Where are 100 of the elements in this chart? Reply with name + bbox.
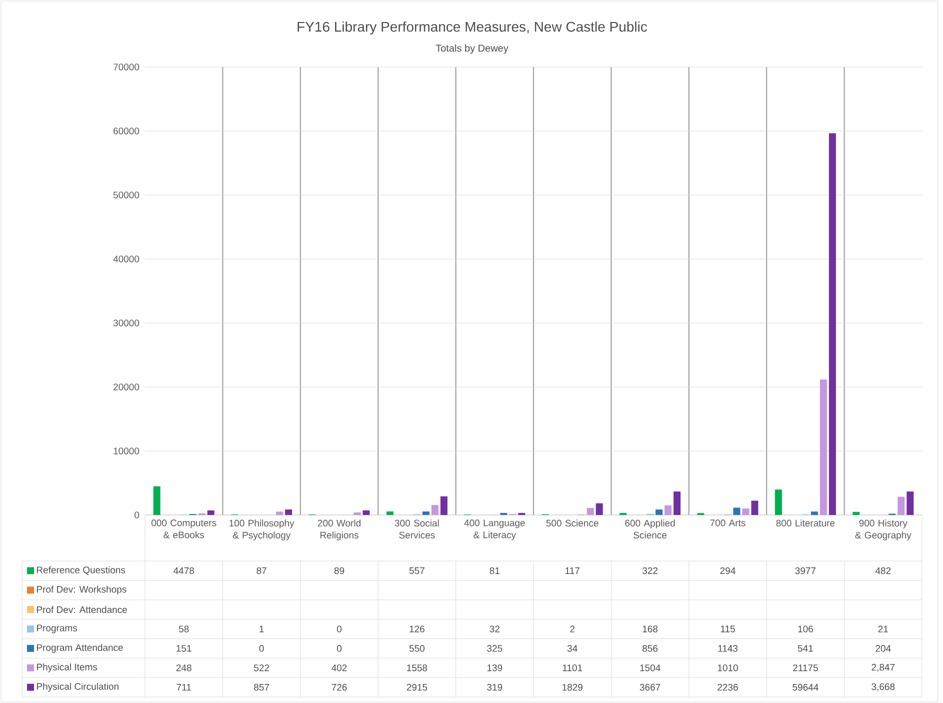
bar [906, 492, 914, 515]
data-label: 34 [567, 645, 578, 652]
bar [828, 133, 836, 515]
data-label: 857 [254, 684, 270, 691]
x-tick-label: 800 Literature [776, 520, 835, 526]
y-tick-label: 0 [134, 512, 140, 518]
data-label: 21 [878, 626, 888, 632]
data-label: 0 [259, 645, 264, 652]
data-label: 319 [487, 684, 502, 691]
bar [664, 505, 672, 515]
legend-label: Physical Items [36, 663, 98, 672]
bar [276, 512, 284, 515]
bar [362, 510, 370, 515]
bar [586, 508, 594, 515]
data-label: 1101 [562, 664, 582, 672]
bar [898, 496, 905, 515]
data-label: 726 [332, 684, 347, 691]
data-label: 1 [260, 626, 264, 632]
bar [285, 510, 292, 515]
data-label: 2,847 [872, 664, 895, 672]
bar [153, 486, 160, 515]
chart-subtitle: Totals by Dewey [436, 44, 508, 54]
data-label: 402 [332, 664, 347, 672]
y-tick-label: 30000 [113, 320, 140, 326]
bar [852, 512, 860, 515]
bar [742, 508, 750, 515]
data-label: 294 [720, 567, 736, 574]
data-label: 1010 [718, 664, 738, 672]
data-label: 0 [336, 626, 342, 632]
legend-label: Program Attendance [36, 644, 123, 653]
bar [674, 492, 681, 515]
x-tick-label: 200 World Religions [318, 520, 360, 540]
data-label: 1504 [640, 664, 660, 672]
data-label: 89 [334, 567, 344, 574]
data-label: 106 [798, 626, 813, 632]
data-label: 58 [178, 626, 189, 632]
data-label: 87 [256, 567, 266, 574]
data-label: 1558 [407, 664, 428, 672]
legend-label: Programs [36, 624, 78, 634]
bar [354, 512, 361, 515]
data-label: 322 [642, 567, 658, 574]
bar [386, 511, 394, 515]
data-label: 139 [487, 664, 502, 672]
data-label: 522 [254, 664, 270, 672]
data-label: 3667 [640, 684, 660, 691]
data-label: 2236 [718, 684, 738, 691]
data-label: 168 [642, 626, 658, 632]
bar [422, 511, 430, 515]
data-label: 0 [336, 645, 342, 652]
data-label: 550 [409, 645, 424, 652]
data-label: 325 [487, 645, 502, 652]
bar [656, 510, 663, 515]
data-label: 541 [798, 645, 813, 652]
data-label: 856 [642, 645, 658, 652]
x-tick-label: 600 Applied Science [625, 520, 675, 538]
data-label: 3977 [795, 567, 816, 574]
y-tick-label: 20000 [114, 384, 140, 390]
chart-title: FY16 Library Performance Measures, New Castle Public [298, 21, 648, 35]
bar [440, 496, 448, 515]
data-label: 126 [410, 626, 424, 632]
x-tick-label: 900 History & Geography [855, 520, 912, 540]
data-label: 2915 [406, 684, 428, 691]
bar [596, 503, 603, 515]
bar [733, 508, 740, 515]
bar [431, 505, 438, 515]
x-tick-label: 300 Social Services [394, 520, 439, 538]
legend-label: Prof Dev: Attendance [36, 606, 127, 614]
bar [774, 490, 782, 515]
y-tick-label: 60000 [114, 128, 140, 134]
data-label: 557 [409, 567, 424, 574]
data-label: 32 [490, 626, 500, 632]
x-tick-label: 100 Philosophy & Psychology [230, 520, 294, 540]
y-tick-label: 70000 [114, 64, 140, 70]
data-label: 115 [720, 626, 735, 632]
y-tick-label: 50000 [113, 192, 140, 198]
bar [751, 500, 758, 515]
data-label: 248 [176, 664, 192, 672]
bar [820, 379, 827, 515]
y-tick-label: 40000 [113, 256, 140, 262]
data-label: 1143 [718, 645, 738, 652]
bar [810, 512, 818, 515]
x-tick-label: 700 Arts [710, 520, 746, 526]
data-label: 2 [570, 626, 575, 632]
data-label: 81 [490, 567, 500, 574]
y-tick-label: 10000 [114, 448, 140, 454]
data-label: 482 [875, 567, 891, 574]
data-label: 711 [176, 684, 191, 691]
bar [207, 510, 214, 515]
data-label: 117 [566, 567, 580, 574]
legend-label: Prof Dev: Workshops [36, 586, 126, 595]
data-label: 4478 [174, 567, 194, 574]
data-label: 151 [176, 645, 192, 652]
x-tick-label: 500 Science [546, 520, 598, 526]
data-label: 204 [876, 645, 891, 652]
data-label: 59644 [792, 684, 818, 691]
x-tick-label: 000 Computers & eBooks [151, 520, 216, 538]
x-tick-label: 400 Language & Literacy [464, 520, 525, 540]
legend-label: Reference Questions [36, 566, 126, 576]
data-label: 1829 [562, 684, 582, 691]
data-label: 21175 [793, 664, 818, 672]
